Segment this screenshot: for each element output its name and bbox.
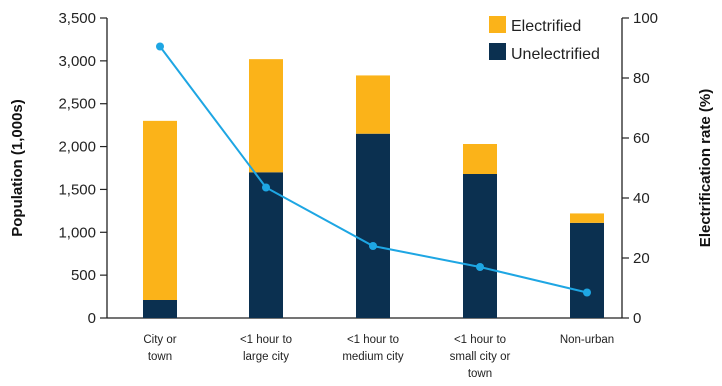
left-tick-label: 3,500 xyxy=(58,10,96,27)
electrification-line xyxy=(156,42,591,297)
legend-swatch-unelectrified xyxy=(489,43,506,60)
legend: Electrified Unelectrified xyxy=(489,16,600,63)
legend-swatch-electrified xyxy=(489,16,506,33)
bars xyxy=(143,59,604,318)
category-label: <1 hour to small city or town xyxy=(450,334,511,380)
bar-unelectrified xyxy=(249,172,283,318)
right-tick-label: 80 xyxy=(633,70,650,87)
electrification-rate-point xyxy=(262,183,270,192)
bar-unelectrified xyxy=(143,300,177,318)
category-label: <1 hour to medium city xyxy=(342,334,404,363)
left-tick-label: 0 xyxy=(88,310,96,327)
legend-label-electrified: Electrified xyxy=(511,18,581,35)
bar-electrified xyxy=(356,75,390,134)
bar-electrified xyxy=(570,213,604,223)
legend-label-unelectrified: Unelectrified xyxy=(511,46,600,63)
electrification-rate-point xyxy=(369,242,377,250)
left-axis-ticks: 0 500 1,000 1,500 2,000 2,500 3,000 3,500 xyxy=(58,10,107,327)
category-label: Non-urban xyxy=(560,334,614,346)
bar-electrified xyxy=(463,144,497,174)
bar-electrified xyxy=(249,59,283,173)
right-tick-label: 20 xyxy=(633,250,650,267)
right-axis: 0 20 40 60 80 100 xyxy=(621,10,658,327)
left-tick-label: 1,000 xyxy=(58,224,96,241)
bar-unelectrified xyxy=(570,222,604,318)
right-tick-label: 0 xyxy=(633,310,641,327)
bar-electrified xyxy=(143,120,177,300)
category-labels: City or town <1 hour to large city <1 hour t… xyxy=(143,334,614,380)
y-axis-title-right: Electrification rate (%) xyxy=(697,89,714,247)
left-tick-label: 1,500 xyxy=(58,181,96,198)
right-tick-label: 60 xyxy=(633,130,650,147)
electrification-rate-point xyxy=(476,263,484,271)
left-tick-label: 3,000 xyxy=(58,53,96,70)
left-tick-label: 500 xyxy=(71,267,96,284)
right-tick-label: 100 xyxy=(633,10,658,27)
left-tick-label: 2,500 xyxy=(58,96,96,113)
bar-unelectrified xyxy=(356,133,390,318)
right-axis-ticks: 0 20 40 60 80 100 xyxy=(622,10,658,327)
electrification-rate-point xyxy=(156,42,164,51)
right-tick-label: 40 xyxy=(633,190,650,207)
y-axis-title-left: Population (1,000s) xyxy=(9,99,26,237)
left-axis: 0 500 1,000 1,500 2,000 2,500 3,000 3,500 xyxy=(58,10,108,327)
category-label: City or town xyxy=(143,334,176,363)
category-label: <1 hour to large city xyxy=(240,334,292,363)
left-tick-label: 2,000 xyxy=(58,139,96,156)
electrification-rate-point xyxy=(583,288,591,297)
bar-unelectrified xyxy=(463,174,497,318)
